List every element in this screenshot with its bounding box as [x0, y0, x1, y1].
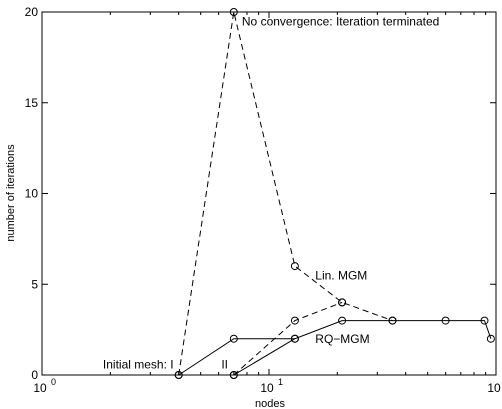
- x-axis-ticks: 10 0 10 1 10: [33, 12, 501, 395]
- series-4-marker: [290, 334, 299, 343]
- series-4-marker: [229, 371, 238, 379]
- y-tick-label: 20: [25, 5, 39, 19]
- annotation-mesh-ii: II: [221, 358, 228, 372]
- series-1-marker: [229, 8, 238, 16]
- series-line-3: [233, 301, 343, 376]
- x-tick-label: 10: [260, 381, 274, 395]
- y-tick-label: 0: [31, 368, 38, 382]
- series-3-marker: [290, 316, 299, 325]
- y-tick-label: 15: [25, 96, 39, 110]
- x-tick-exponent: 1: [278, 377, 283, 387]
- annotation-initial-mesh: Initial mesh: I: [103, 358, 174, 372]
- annotation-lin-mgm: Lin. MGM: [315, 269, 367, 283]
- annotation-rq-mgm: RQ−MGM: [315, 332, 369, 346]
- series-2-marker: [388, 316, 397, 325]
- x-axis-label: nodes: [255, 398, 285, 409]
- series-2-marker: [441, 316, 450, 325]
- series-line-1: [178, 11, 393, 376]
- annotation-no-convergence: No convergence: Iteration terminated: [242, 15, 439, 29]
- series-3-marker: [338, 298, 347, 307]
- series-line-2: [178, 320, 492, 376]
- x-tick-label: 10: [33, 381, 47, 395]
- series-2-marker: [229, 334, 238, 343]
- x-tick-exponent: 0: [51, 377, 56, 387]
- annotations: No convergence: Iteration terminated Lin.…: [103, 15, 439, 372]
- y-tick-label: 5: [31, 277, 38, 291]
- series-2-marker: [338, 316, 347, 325]
- series-layer: [174, 8, 495, 379]
- series-2-marker: [480, 316, 489, 325]
- series-1-marker: [290, 262, 299, 271]
- series-line-4: [233, 338, 296, 376]
- x-tick-label: 10: [487, 381, 501, 395]
- y-axis-ticks: 0 5 10 15 20: [25, 5, 496, 382]
- series-2-marker: [486, 334, 495, 343]
- series-2-marker: [174, 371, 183, 379]
- y-axis-label: number of iterations: [5, 144, 17, 242]
- y-tick-label: 10: [25, 187, 39, 201]
